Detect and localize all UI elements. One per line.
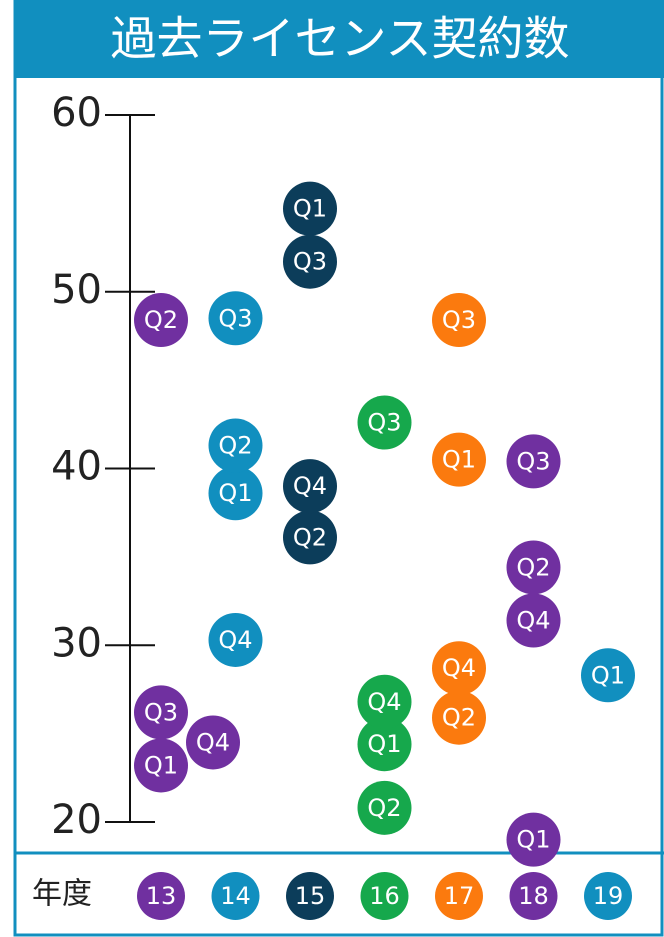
y-tick-label: 60 <box>51 90 102 136</box>
dot-label: Q3 <box>144 698 178 726</box>
dot-label: Q2 <box>218 432 252 460</box>
dot-label: Q1 <box>367 730 401 758</box>
x-tick-label: 15 <box>295 882 326 910</box>
dot-label: Q4 <box>293 472 327 500</box>
dot-label: Q1 <box>293 195 327 223</box>
dot <box>208 418 263 473</box>
year-badge <box>509 872 558 920</box>
dot <box>432 432 486 487</box>
y-tick-label: 30 <box>51 620 102 666</box>
dot <box>357 780 412 835</box>
dot-label: Q3 <box>367 409 401 437</box>
dot-label: Q3 <box>293 248 327 276</box>
dot-label: Q1 <box>218 479 252 507</box>
dot-label: Q1 <box>144 751 178 779</box>
dot <box>357 674 412 729</box>
dot-label: Q1 <box>442 446 476 474</box>
dot-label: Q4 <box>218 626 252 654</box>
dot <box>357 395 412 450</box>
dot <box>208 291 263 346</box>
dot-label: Q4 <box>367 688 401 716</box>
x-tick-label: 18 <box>518 882 549 910</box>
x-tick-label: 19 <box>593 882 624 910</box>
dot <box>283 181 337 236</box>
x-axis-label: 年度 <box>32 877 92 912</box>
y-tick-label: 20 <box>51 797 102 843</box>
x-tick-label: 16 <box>369 882 400 910</box>
dot-label: Q4 <box>196 728 230 756</box>
dot-label: Q1 <box>516 826 550 854</box>
dot-label: Q3 <box>442 306 476 334</box>
chart-title: 過去ライセンス契約数 <box>110 12 569 66</box>
dot-label: Q2 <box>144 306 178 334</box>
dot <box>432 641 486 696</box>
x-tick-label: 17 <box>444 882 475 910</box>
dot <box>283 510 337 565</box>
dot-label: Q2 <box>293 523 327 551</box>
y-tick-label: 50 <box>51 267 102 313</box>
x-tick-label: 14 <box>220 882 251 910</box>
dot <box>283 459 337 514</box>
dot-label: Q1 <box>591 661 625 689</box>
dot-label: Q3 <box>218 304 252 332</box>
dot-label: Q4 <box>516 607 550 635</box>
y-tick-label: 40 <box>51 444 102 490</box>
dot <box>357 717 412 772</box>
x-tick-label: 13 <box>146 882 177 910</box>
dot <box>506 540 561 595</box>
year-badge <box>435 872 483 920</box>
dot <box>208 612 263 667</box>
dot <box>432 293 486 348</box>
year-badge <box>286 872 334 920</box>
dot <box>134 738 188 793</box>
dot-label: Q3 <box>516 447 550 475</box>
year-badge <box>360 872 409 920</box>
dot-label: Q4 <box>442 654 476 682</box>
dot <box>208 466 263 521</box>
dot-label: Q2 <box>442 704 476 732</box>
title-bar <box>14 0 664 78</box>
dot <box>506 812 561 867</box>
dot <box>283 234 337 289</box>
year-badge <box>137 872 185 920</box>
year-badge <box>211 872 260 920</box>
dot <box>186 715 240 770</box>
dot <box>134 293 188 348</box>
dot-label: Q2 <box>516 553 550 581</box>
dot <box>432 690 486 745</box>
dot <box>506 593 561 648</box>
dot-label: Q2 <box>367 794 401 822</box>
year-badge <box>584 872 632 920</box>
dot <box>581 648 635 703</box>
dot <box>506 434 561 489</box>
dot <box>134 685 188 740</box>
